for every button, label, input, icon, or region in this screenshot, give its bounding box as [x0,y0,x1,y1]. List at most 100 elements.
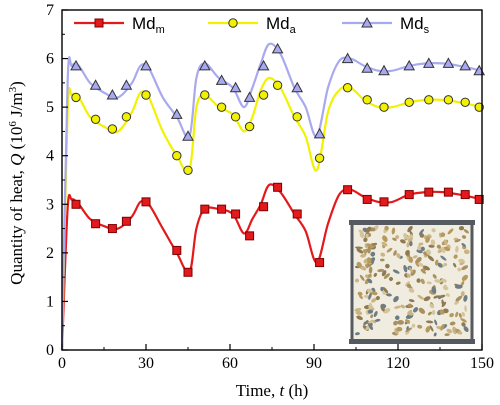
y-tick-label: 1 [46,293,54,310]
data-point-Md_s [120,79,133,90]
grain-kernel [383,308,391,314]
grain-kernel [457,331,463,335]
grain-kernel [406,273,411,278]
grain-kernel [394,328,399,335]
grain-kernel [431,310,436,315]
data-point-Md_s [215,74,228,85]
series-Md_a [60,76,484,351]
data-point-Md_m [107,224,117,234]
grain-kernel [408,287,415,293]
x-tick-label: 60 [222,355,238,372]
data-point-Md_m [404,190,414,200]
data-point-Md_s [140,59,152,71]
grain-kernel [355,278,359,283]
grain-kernel [406,326,409,331]
grain-kernel [460,318,467,323]
grain-kernel [453,262,457,268]
grain-kernel [365,226,372,233]
grain-kernel [375,296,380,301]
data-point-Md_s [403,59,416,71]
grain-kernel [374,318,381,322]
grain-kernel [454,284,463,289]
grain-kernel [463,249,470,255]
grain-kernel [440,323,445,331]
y-tick-label: 0 [46,342,54,359]
data-point-Md_s [459,59,472,71]
grain-kernel [417,262,424,267]
grain-kernel [393,320,398,326]
grain-kernel [367,273,372,278]
grain-kernel [418,242,424,246]
data-point-Md_m [217,204,227,214]
series-line-Md_s [60,42,483,351]
grain-kernel [430,239,436,246]
legend-item-Md_s: Mds [342,14,430,36]
grain-kernel [385,293,392,297]
grain-kernel [420,278,425,285]
grain-kernel [400,304,406,309]
grain-kernel [434,259,439,266]
data-point-Md_a [460,97,470,107]
data-point-Md_m [259,202,269,212]
grain-kernel [356,315,363,321]
grain-kernel [432,274,437,279]
grain-kernel [418,307,426,314]
grain-kernel [392,269,400,274]
grain-kernel [381,270,387,277]
grain-kernel [440,278,447,283]
grain-kernel [368,320,374,324]
grain-kernel [417,294,424,300]
grain-kernel [454,239,461,243]
y-tick-label: 4 [46,148,54,165]
grain-kernel [380,252,386,257]
grain-kernel [441,299,445,307]
grain-kernel [367,288,373,294]
x-tick-label: 90 [306,355,322,372]
x-tick-label: 30 [138,355,154,372]
y-tick-label: 3 [46,196,54,213]
legend-label: Mda [266,14,297,36]
series-Md_s [60,42,486,351]
data-point-Md_a [200,90,210,100]
grain-kernel [386,247,393,253]
data-point-Md_m [91,219,101,229]
grain-kernel [396,253,401,259]
grain-kernel [409,267,413,273]
legend: Mdm Mda Mds [74,14,430,36]
grain-kernel [416,278,421,283]
grain-kernel [355,310,363,316]
legend-marker [94,18,104,28]
grain-kernel [449,312,454,318]
data-point-Md_a [107,124,118,134]
grain-kernel [357,291,363,296]
photo-frame-top [349,220,475,225]
grain-kernel [443,284,447,290]
grain-kernel [461,265,469,271]
x-tick-label: 0 [58,355,66,372]
grain-kernel [433,332,437,337]
grain-kernel [461,322,466,327]
y-tick-label: 7 [46,2,54,19]
data-point-Md_m [424,187,434,197]
y-axis-label: Quantity of heat, Q (106 J/m3) [7,81,26,285]
data-point-Md_m [292,209,302,219]
grain-kernel [445,293,450,297]
grain-kernel [434,279,442,283]
grain-kernel [441,263,446,268]
grain-kernel [461,311,466,317]
grain-kernel [372,242,378,246]
x-axis-label: Time, t (h) [236,381,309,400]
inset-photo [349,220,475,344]
series-Md_m [60,182,484,351]
grain-kernel [373,272,377,277]
data-point-Md_a [379,102,389,112]
data-point-Md_m [172,245,182,255]
grain-kernel [407,303,412,308]
grain-kernel [440,246,446,254]
grain-kernel [371,297,377,303]
grain-kernel [395,281,401,285]
legend-item-Md_m: Mdm [74,14,165,36]
grain-kernel [360,253,367,258]
data-point-Md_s [89,79,102,90]
